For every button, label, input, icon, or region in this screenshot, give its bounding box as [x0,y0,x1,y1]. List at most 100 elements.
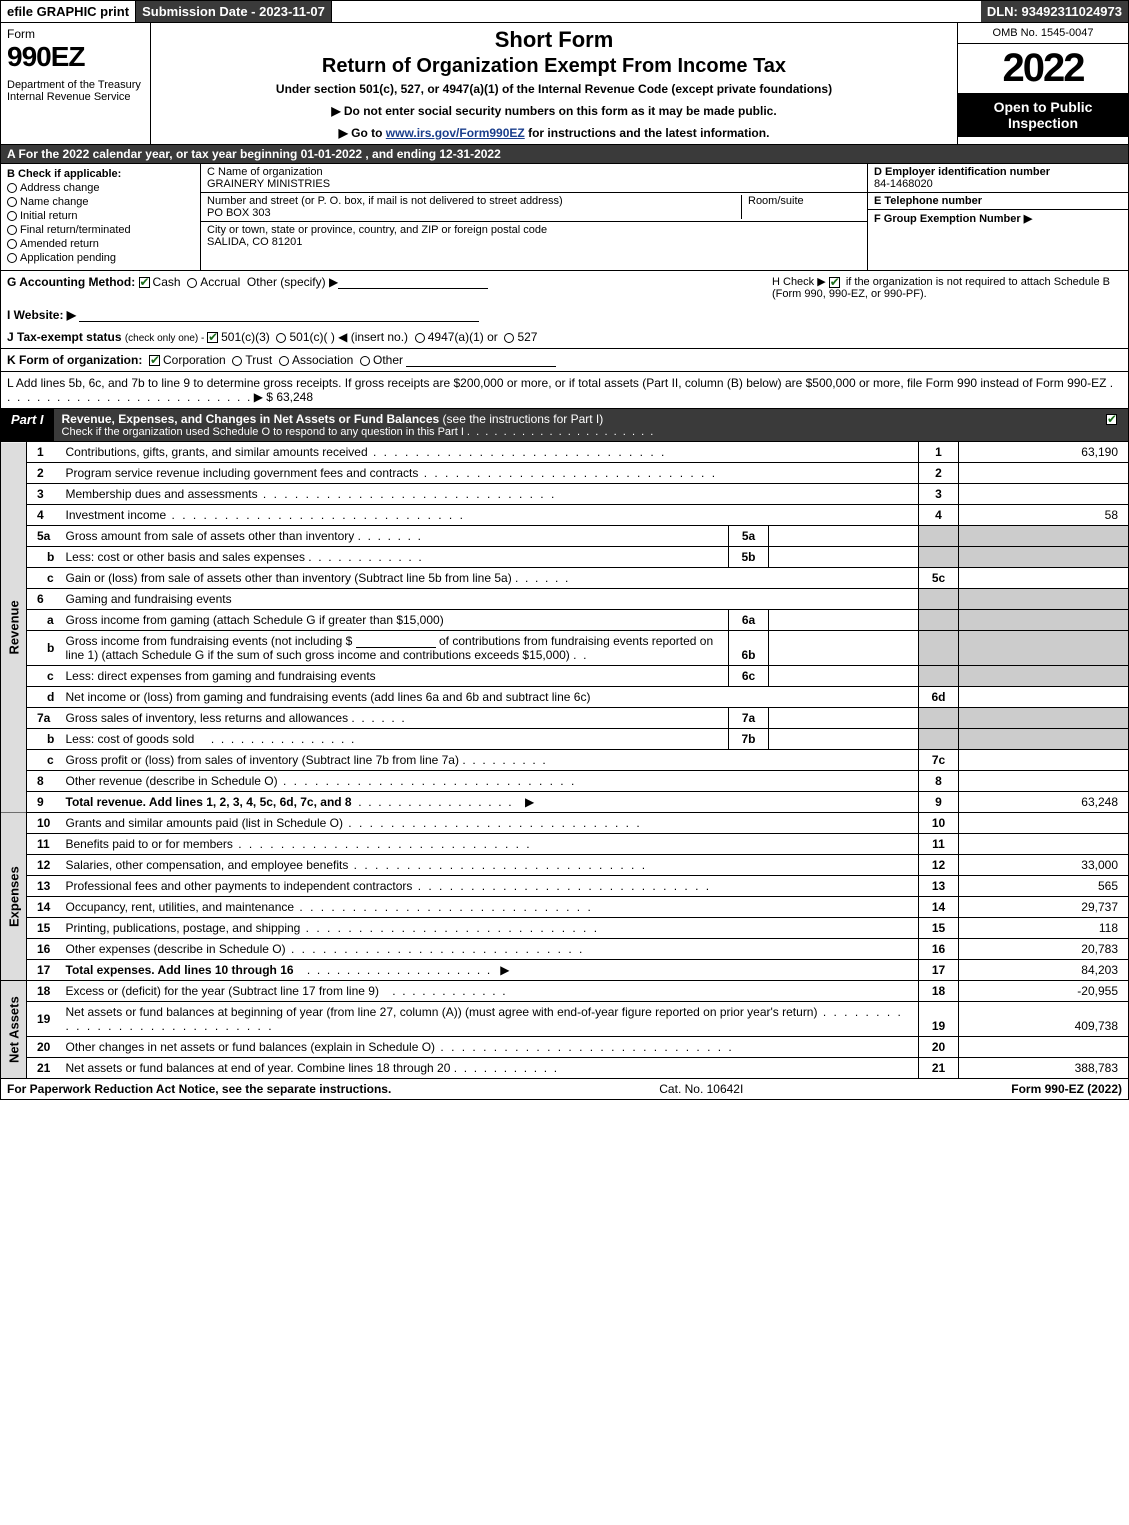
ln6-val [959,589,1129,610]
ln21-numcol: 21 [919,1058,959,1079]
ln17-desc: Total expenses. Add lines 10 through 16 [66,963,294,977]
ln1-numcol: 1 [919,442,959,463]
tax-year: 2022 [958,44,1128,93]
checkbox-application-pending[interactable]: Application pending [7,252,194,264]
line-5b: b Less: cost or other basis and sales ex… [1,547,1129,568]
checkbox-4947[interactable] [415,333,425,343]
opt-501c3: 501(c)(3) [221,330,270,344]
section-def: D Employer identification number 84-1468… [868,164,1128,270]
ln5b-numcol [919,547,959,568]
ln5a-numcol [919,526,959,547]
checkbox-501c[interactable] [276,333,286,343]
ln9-numcol: 9 [919,792,959,813]
header-right: OMB No. 1545-0047 2022 Open to Public In… [958,23,1128,144]
l-arrow: ▶ $ [254,390,273,404]
ln1-desc: Contributions, gifts, grants, and simila… [66,445,368,459]
ln7b-mc: 7b [729,729,769,750]
ln13-num: 13 [27,876,61,897]
checkbox-address-change[interactable]: Address change [7,182,194,194]
ln5c-numcol: 5c [919,568,959,589]
website-field[interactable] [79,308,479,322]
row-a-tax-year: A For the 2022 calendar year, or tax yea… [0,145,1129,164]
checkbox-501c3[interactable] [207,332,218,343]
side-label-revenue: Revenue [1,442,27,813]
section-b-header: B Check if applicable: [7,168,194,180]
main-title: Return of Organization Exempt From Incom… [159,55,949,78]
ln7a-mc: 7a [729,708,769,729]
row-i: I Website: ▶ [0,304,1129,326]
checkbox-other-org[interactable] [360,356,370,366]
ln6c-numcol [919,666,959,687]
ln6b-val [959,631,1129,666]
checkbox-amended-return[interactable]: Amended return [7,238,194,250]
irs-link[interactable]: www.irs.gov/Form990EZ [386,126,525,140]
ln6a-num: a [27,610,61,631]
line-20: 20 Other changes in net assets or fund b… [1,1037,1129,1058]
open-inspection-box: Open to Public Inspection [958,93,1128,137]
ln5c-val [959,568,1129,589]
line-13: 13 Professional fees and other payments … [1,876,1129,897]
ln6b-blank[interactable] [356,634,436,648]
ln20-desc: Other changes in net assets or fund bala… [66,1040,436,1054]
row-gh: G Accounting Method: Cash Accrual Other … [0,271,1129,304]
k-label: K Form of organization: [7,353,142,367]
checkbox-accrual[interactable] [187,278,197,288]
ln10-numcol: 10 [919,813,959,834]
checkbox-527[interactable] [504,333,514,343]
other-label: Other (specify) ▶ [247,275,338,289]
ln4-numcol: 4 [919,505,959,526]
row-l: L Add lines 5b, 6c, and 7b to line 9 to … [0,372,1129,409]
checkbox-final-return[interactable]: Final return/terminated [7,224,194,236]
city-label: City or town, state or province, country… [207,224,547,236]
ln9-val: 63,248 [959,792,1129,813]
side-label-expenses: Expenses [1,813,27,981]
footer-right: Form 990-EZ (2022) [1011,1082,1122,1096]
ln3-val [959,484,1129,505]
ln13-val: 565 [959,876,1129,897]
row-j: J Tax-exempt status (check only one) - 5… [0,326,1129,349]
ein-label: D Employer identification number [874,166,1050,178]
org-name-row: C Name of organization GRAINERY MINISTRI… [201,164,867,193]
ln6c-val [959,666,1129,687]
ln12-num: 12 [27,855,61,876]
section-c: C Name of organization GRAINERY MINISTRI… [201,164,868,270]
checkbox-corporation[interactable] [149,355,160,366]
checkbox-schedule-b[interactable] [829,277,840,288]
efile-label[interactable]: efile GRAPHIC print [1,1,136,22]
room-label: Room/suite [748,195,804,207]
checkbox-association[interactable] [279,356,289,366]
ln18-val: -20,955 [959,981,1129,1002]
checkbox-cash[interactable] [139,277,150,288]
line-2: 2 Program service revenue including gove… [1,463,1129,484]
line-5a: 5a Gross amount from sale of assets othe… [1,526,1129,547]
ln21-val: 388,783 [959,1058,1129,1079]
other-specify-field[interactable] [338,275,488,289]
ln18-numcol: 18 [919,981,959,1002]
ln6d-desc: Net income or (loss) from gaming and fun… [66,690,591,704]
ln17-val: 84,203 [959,960,1129,981]
page-footer: For Paperwork Reduction Act Notice, see … [0,1079,1129,1100]
ln11-num: 11 [27,834,61,855]
ln6b-num: b [27,631,61,666]
line-6d: d Net income or (loss) from gaming and f… [1,687,1129,708]
other-org-field[interactable] [406,353,556,367]
checkbox-trust[interactable] [232,356,242,366]
ln1-num: 1 [27,442,61,463]
ln21-num: 21 [27,1058,61,1079]
checkbox-initial-return[interactable]: Initial return [7,210,194,222]
part-1-table: Revenue 1 Contributions, gifts, grants, … [0,442,1129,1079]
ln17-numcol: 17 [919,960,959,981]
part-1-checkbox[interactable] [1106,414,1117,425]
ln4-num: 4 [27,505,61,526]
line-10: Expenses 10 Grants and similar amounts p… [1,813,1129,834]
ln2-numcol: 2 [919,463,959,484]
group-exemption-label: F Group Exemption Number ▶ [874,213,1032,225]
checkbox-name-change[interactable]: Name change [7,196,194,208]
form-word: Form [7,27,144,41]
opt-trust: Trust [245,353,272,367]
header-left: Form 990EZ Department of the Treasury In… [1,23,151,144]
side-label-netassets: Net Assets [1,981,27,1079]
ln6a-numcol [919,610,959,631]
ln8-desc: Other revenue (describe in Schedule O) [66,774,278,788]
ln7c-desc: Gross profit or (loss) from sales of inv… [66,753,459,767]
